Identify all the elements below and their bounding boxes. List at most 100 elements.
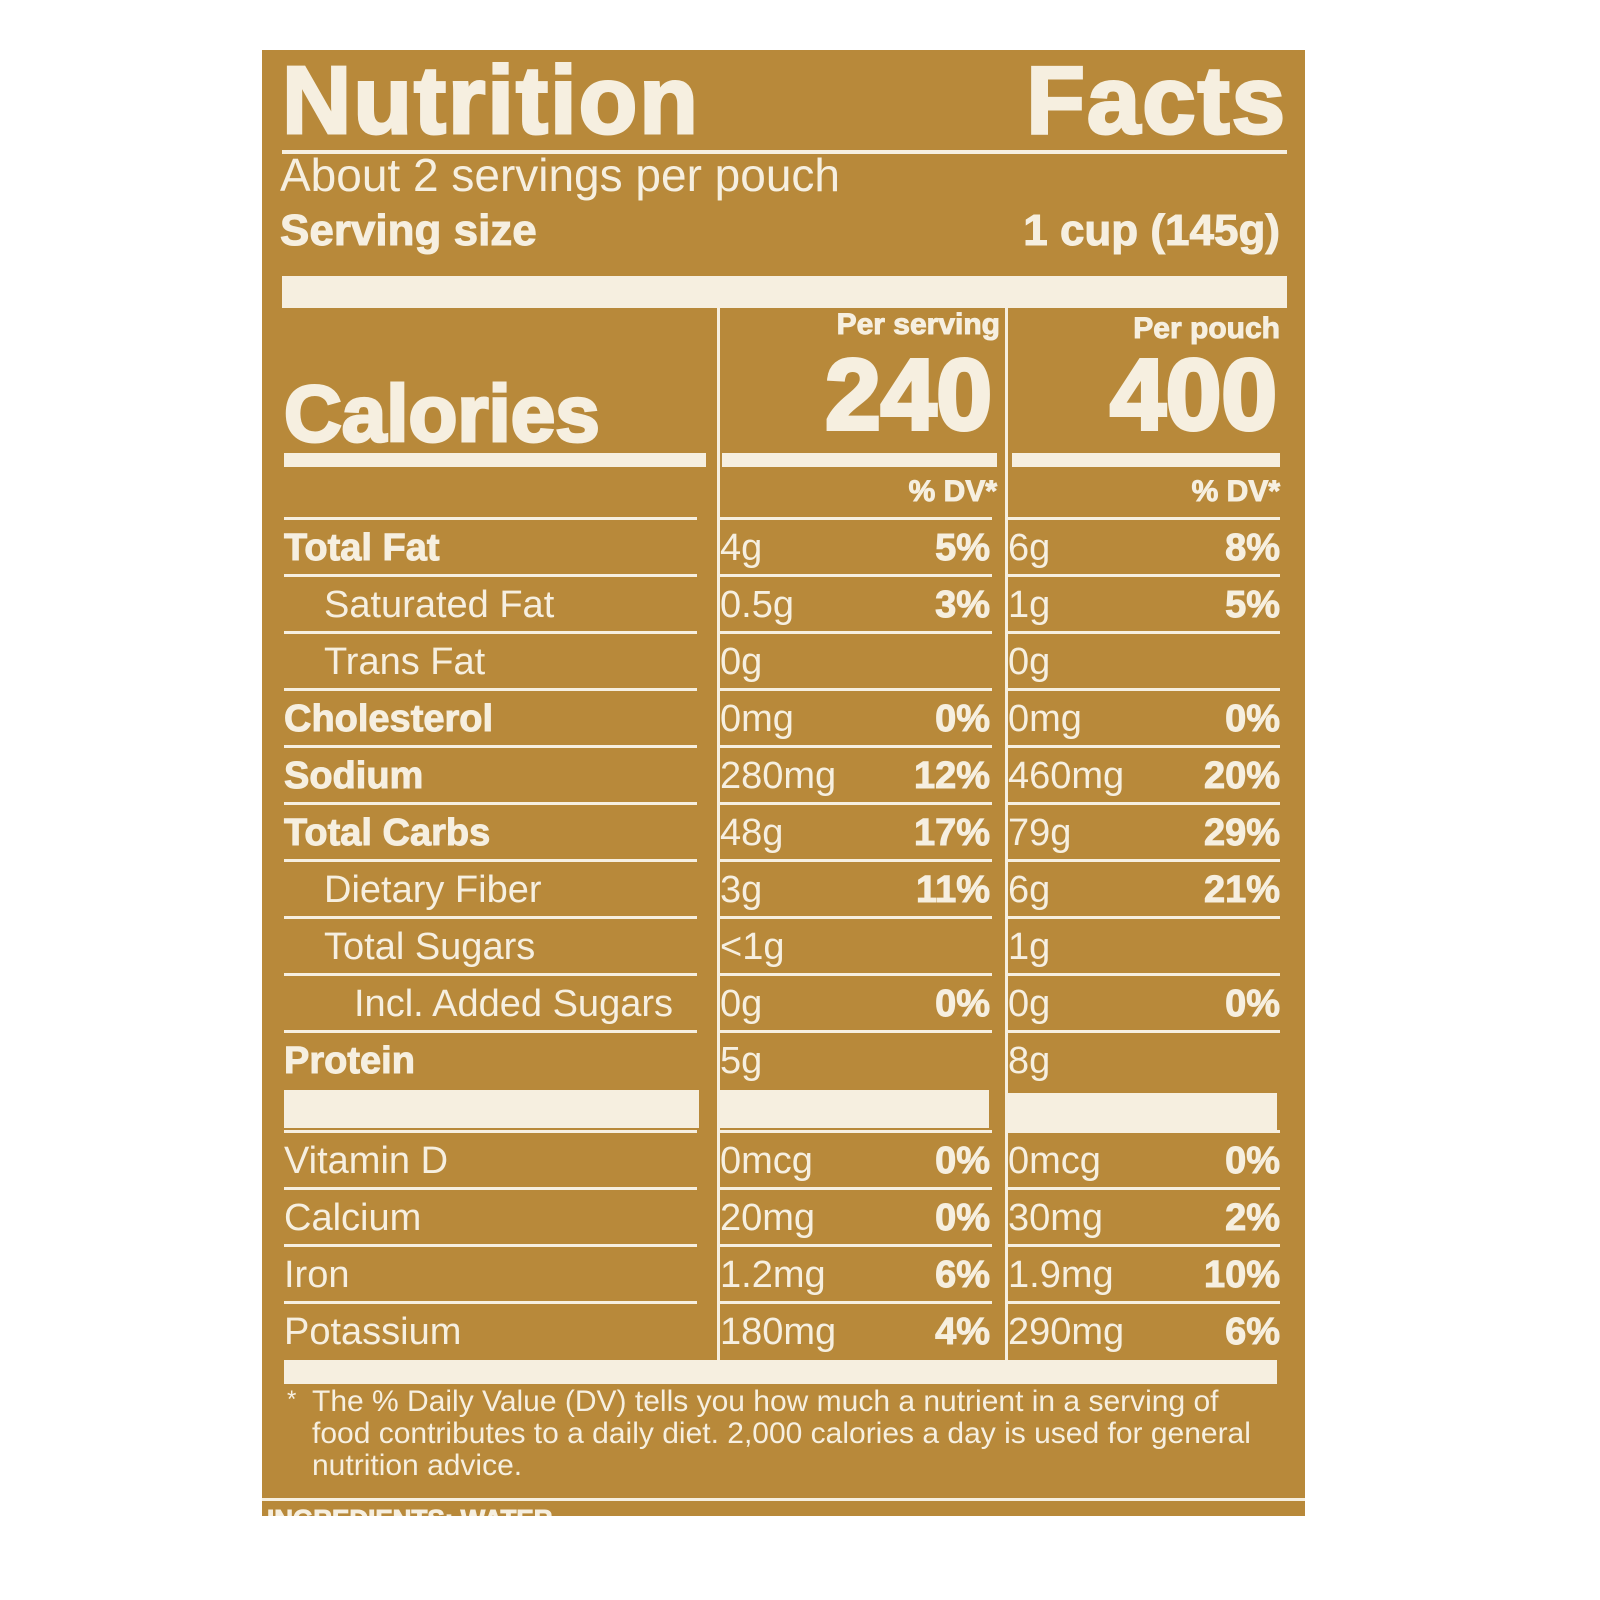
serving-size-label: Serving size [280, 206, 538, 256]
per-pouch-header: Per pouch [1133, 312, 1281, 346]
nutrient-row: Total Carbs 48g 17% 79g 29% [262, 802, 1305, 862]
dv-header-pouch: % DV* [1191, 475, 1280, 509]
divider [262, 1498, 1305, 1501]
nutrient-row: Trans Fat 0g 0g [262, 631, 1305, 691]
dv-per-pouch: 2% [1225, 1197, 1281, 1240]
amount-per-pouch: 0mg [1008, 698, 1082, 740]
row-divider [284, 916, 697, 919]
nutrient-name: Vitamin D [284, 1140, 449, 1182]
thick-divider [1005, 1093, 1277, 1131]
nutrient-name: Total Sugars [324, 926, 536, 968]
dv-header-serving: % DV* [908, 475, 997, 509]
nutrient-name: Total Carbs [283, 812, 491, 855]
column-divider [717, 308, 720, 1360]
nutrient-row: Cholesterol 0mg 0% 0mg 0% [262, 688, 1305, 748]
amount-per-serving: 3g [720, 869, 763, 911]
serving-size-value: 1 cup (145g) [1023, 206, 1281, 256]
amount-per-serving: 5g [720, 1040, 763, 1082]
amount-per-serving: 0g [720, 983, 763, 1025]
calories-divider [1012, 453, 1280, 467]
row-divider [720, 688, 992, 691]
amount-per-pouch: 0g [1008, 983, 1051, 1025]
amount-per-pouch: 0g [1008, 641, 1051, 683]
row-divider [284, 802, 697, 805]
amount-per-serving: 4g [720, 527, 763, 569]
ingredients-text: INGREDIENTS: WATER [267, 1504, 554, 1517]
row-divider [1008, 859, 1280, 862]
dv-per-serving: 4% [935, 1311, 991, 1354]
row-divider [720, 802, 992, 805]
amount-per-pouch: 0mcg [1008, 1140, 1101, 1182]
dv-per-serving: 11% [916, 869, 991, 912]
thick-divider [284, 1090, 699, 1128]
nutrient-name: Iron [284, 1254, 350, 1296]
nutrient-row: Incl. Added Sugars 0g 0% 0g 0% [262, 973, 1305, 1033]
amount-per-pouch: 1g [1008, 926, 1051, 968]
row-divider [1008, 1030, 1280, 1033]
row-divider [720, 1030, 992, 1033]
calories-divider [284, 453, 706, 467]
nutrient-name: Total Fat [284, 527, 441, 570]
amount-per-serving: 20mg [720, 1197, 816, 1239]
dv-per-serving: 0% [935, 1197, 991, 1240]
amount-per-serving: 180mg [720, 1311, 837, 1353]
row-divider [284, 973, 697, 976]
amount-per-pouch: 79g [1008, 812, 1072, 854]
row-divider [720, 1187, 992, 1190]
amount-per-pouch: 290mg [1008, 1311, 1125, 1353]
row-divider [720, 1301, 992, 1304]
dv-per-serving: 3% [935, 584, 991, 627]
servings-per-container: About 2 servings per pouch [280, 149, 841, 201]
dv-per-pouch: 20% [1203, 755, 1280, 798]
row-divider [284, 1301, 697, 1304]
amount-per-serving: <1g [720, 926, 785, 968]
amount-per-serving: 0g [720, 641, 763, 683]
amount-per-serving: 0.5g [720, 584, 794, 626]
nutrient-row: Potassium 180mg 4% 290mg 6% [262, 1301, 1305, 1361]
nutrient-name: Protein [284, 1040, 416, 1083]
nutrient-name: Saturated Fat [324, 584, 555, 626]
nutrient-row: Total Sugars <1g 1g [262, 916, 1305, 976]
nutrient-name: Calcium [284, 1197, 422, 1239]
row-divider [1008, 688, 1280, 691]
dv-per-serving: 6% [935, 1254, 991, 1297]
row-divider [284, 688, 697, 691]
dv-per-pouch: 10% [1203, 1254, 1280, 1297]
row-divider [1008, 574, 1280, 577]
row-divider [1008, 916, 1280, 919]
row-divider [1008, 973, 1280, 976]
dv-per-serving: 0% [935, 1140, 991, 1183]
dv-per-pouch: 0% [1225, 698, 1281, 741]
dv-per-pouch: 0% [1225, 1140, 1281, 1183]
nutrient-row: Protein 5g 8g [262, 1030, 1305, 1090]
amount-per-pouch: 460mg [1008, 755, 1125, 797]
nutrient-name: Cholesterol [283, 698, 494, 741]
row-divider [720, 1244, 992, 1247]
thick-divider [717, 1090, 989, 1128]
nutrient-row: Total Fat 4g 5% 6g 8% [262, 517, 1305, 577]
nutrient-row: Calcium 20mg 0% 30mg 2% [262, 1187, 1305, 1247]
row-divider [1008, 517, 1280, 520]
row-divider [284, 859, 697, 862]
amount-per-pouch: 6g [1008, 869, 1051, 911]
row-divider [1008, 745, 1280, 748]
row-divider [720, 745, 992, 748]
row-divider [720, 574, 992, 577]
title-facts: Facts [1025, 50, 1287, 156]
amount-per-pouch: 30mg [1008, 1197, 1104, 1239]
label-title: Nutrition Facts [281, 50, 1287, 156]
divider [282, 150, 1287, 154]
calories-divider [722, 453, 997, 467]
dv-per-pouch: 0% [1225, 983, 1281, 1026]
row-divider [720, 1130, 992, 1133]
row-divider [284, 1244, 697, 1247]
per-serving-header: Per serving [836, 308, 1000, 342]
amount-per-serving: 0mg [720, 698, 794, 740]
amount-per-serving: 48g [720, 812, 784, 854]
nutrient-name: Dietary Fiber [324, 869, 542, 911]
row-divider [284, 1030, 697, 1033]
nutrient-name: Sodium [283, 755, 424, 798]
row-divider [1008, 1187, 1280, 1190]
title-nutrition: Nutrition [281, 50, 700, 156]
row-divider [284, 1130, 697, 1133]
